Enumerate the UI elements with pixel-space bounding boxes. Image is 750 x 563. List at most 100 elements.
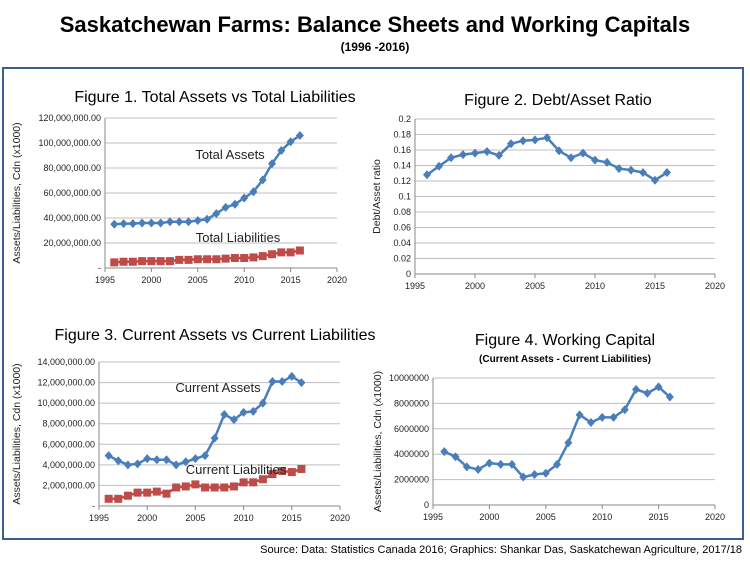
data-point	[119, 219, 128, 229]
data-point	[277, 146, 286, 155]
data-point	[564, 438, 573, 448]
data-point	[152, 487, 161, 496]
y-tick-label: 0.04	[393, 238, 411, 248]
data-point	[172, 483, 181, 492]
data-point	[156, 257, 165, 266]
data-point	[175, 217, 184, 227]
series-label: Current Liabilities	[186, 462, 287, 477]
data-point	[181, 457, 190, 467]
data-point	[181, 482, 190, 491]
x-tick-label: 2010	[234, 513, 254, 523]
data-point	[567, 153, 575, 163]
data-point	[191, 454, 200, 464]
series-label: Total Liabilities	[196, 230, 281, 245]
data-point	[184, 255, 193, 264]
data-point	[239, 407, 248, 417]
x-tick-label: 2010	[585, 281, 605, 291]
data-point	[598, 412, 607, 422]
data-point	[203, 255, 212, 264]
y-tick-label: 8,000,000.00	[42, 419, 95, 429]
data-point	[278, 467, 287, 476]
y-tick-label: 0.14	[393, 161, 411, 171]
data-point	[591, 155, 599, 165]
data-point	[627, 165, 635, 175]
data-point	[210, 433, 219, 443]
data-point	[249, 406, 258, 416]
data-point	[201, 451, 210, 461]
y-tick-label: 12,000,000.00	[37, 378, 95, 388]
data-point	[258, 175, 267, 185]
data-point	[286, 248, 295, 257]
x-tick-label: 2000	[141, 275, 161, 285]
y-tick-label: 10,000,000.00	[37, 398, 95, 408]
x-tick-label: 2000	[479, 512, 499, 522]
data-point	[651, 175, 659, 185]
data-point	[553, 459, 562, 469]
data-point	[277, 248, 286, 257]
data-point	[258, 398, 267, 408]
data-point	[152, 455, 161, 465]
x-tick-label: 2005	[525, 281, 545, 291]
x-tick-label: 2005	[536, 512, 556, 522]
y-tick-label: 14,000,000.00	[37, 357, 95, 367]
x-tick-label: 2005	[188, 275, 208, 285]
data-point	[165, 217, 174, 227]
data-point	[496, 459, 505, 469]
data-point	[258, 252, 267, 261]
data-point	[639, 167, 647, 177]
data-point	[575, 410, 584, 420]
data-point	[123, 460, 132, 470]
data-point	[603, 157, 611, 167]
y-tick-label: 2000000	[394, 475, 429, 485]
data-point	[128, 219, 137, 229]
x-tick-label: 2020	[705, 281, 725, 291]
data-point	[423, 170, 431, 180]
x-tick-label: 1995	[423, 512, 443, 522]
y-tick-label: 2,000,000.00	[42, 480, 95, 490]
data-point	[220, 409, 229, 419]
y-axis-label: Assets/Liabilities, Cdn (x1000)	[372, 371, 384, 512]
data-point	[474, 464, 483, 474]
x-tick-label: 1995	[95, 275, 115, 285]
data-point	[249, 253, 258, 262]
data-point	[110, 258, 119, 267]
data-point	[239, 478, 248, 487]
y-tick-label: 0	[406, 269, 411, 279]
main-title: Saskatchewan Farms: Balance Sheets and W…	[59, 12, 691, 37]
x-tick-label: 2015	[649, 512, 669, 522]
data-point	[119, 257, 128, 266]
data-point	[435, 161, 443, 171]
chart-title: Figure 3. Current Assets vs Current Liab…	[54, 327, 375, 344]
data-point	[230, 199, 239, 209]
data-point	[531, 135, 539, 145]
data-point	[519, 472, 528, 482]
data-point	[193, 255, 202, 264]
x-tick-label: 2015	[645, 281, 665, 291]
data-point	[172, 460, 181, 470]
data-point	[295, 246, 304, 255]
y-tick-label: 10000000	[389, 373, 429, 383]
x-tick-label: 1995	[89, 513, 109, 523]
data-point	[268, 470, 277, 479]
chart-title: Figure 1. Total Assets vs Total Liabilit…	[74, 89, 355, 106]
chart-1: Figure 1. Total Assets vs Total Liabilit…	[11, 89, 356, 285]
y-tick-label: 0.08	[393, 207, 411, 217]
data-point	[203, 214, 212, 224]
y-axis-label: Debt/Asset ratio	[371, 159, 383, 234]
chart-3: Figure 3. Current Assets vs Current Liab…	[11, 327, 376, 523]
data-point	[123, 491, 132, 500]
y-tick-label: 40,000,000.00	[43, 213, 101, 223]
y-tick-label: 20,000,000.00	[43, 238, 101, 248]
data-point	[138, 257, 147, 266]
series-label: Total Assets	[195, 147, 265, 162]
data-point	[471, 148, 479, 158]
data-point	[114, 456, 123, 466]
source-note: Source: Data: Statistics Canada 2016; Gr…	[260, 544, 742, 556]
data-point	[114, 494, 123, 503]
data-point	[286, 137, 295, 147]
data-point	[128, 257, 137, 266]
y-tick-label: 0.2	[398, 114, 411, 124]
data-point	[143, 488, 152, 497]
data-point	[221, 202, 230, 212]
data-point	[663, 167, 671, 177]
